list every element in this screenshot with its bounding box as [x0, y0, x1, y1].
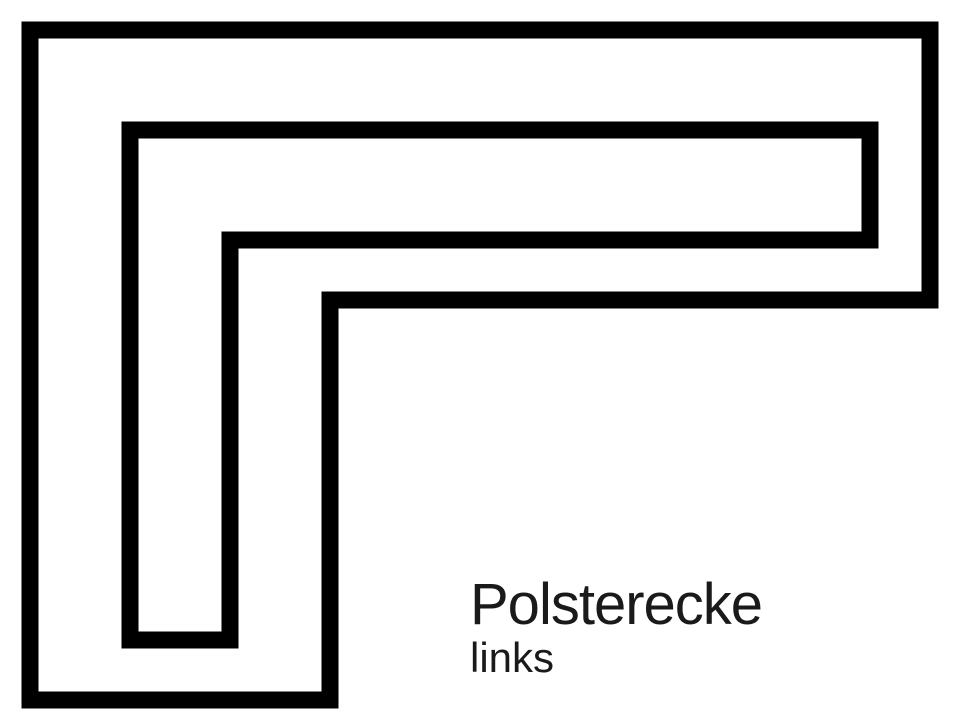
diagram-title: Polsterecke	[470, 575, 762, 636]
diagram-subtitle: links	[470, 636, 762, 680]
diagram-canvas: Polsterecke links	[0, 0, 960, 723]
inner-outline	[130, 130, 870, 640]
label-block: Polsterecke links	[470, 575, 762, 680]
